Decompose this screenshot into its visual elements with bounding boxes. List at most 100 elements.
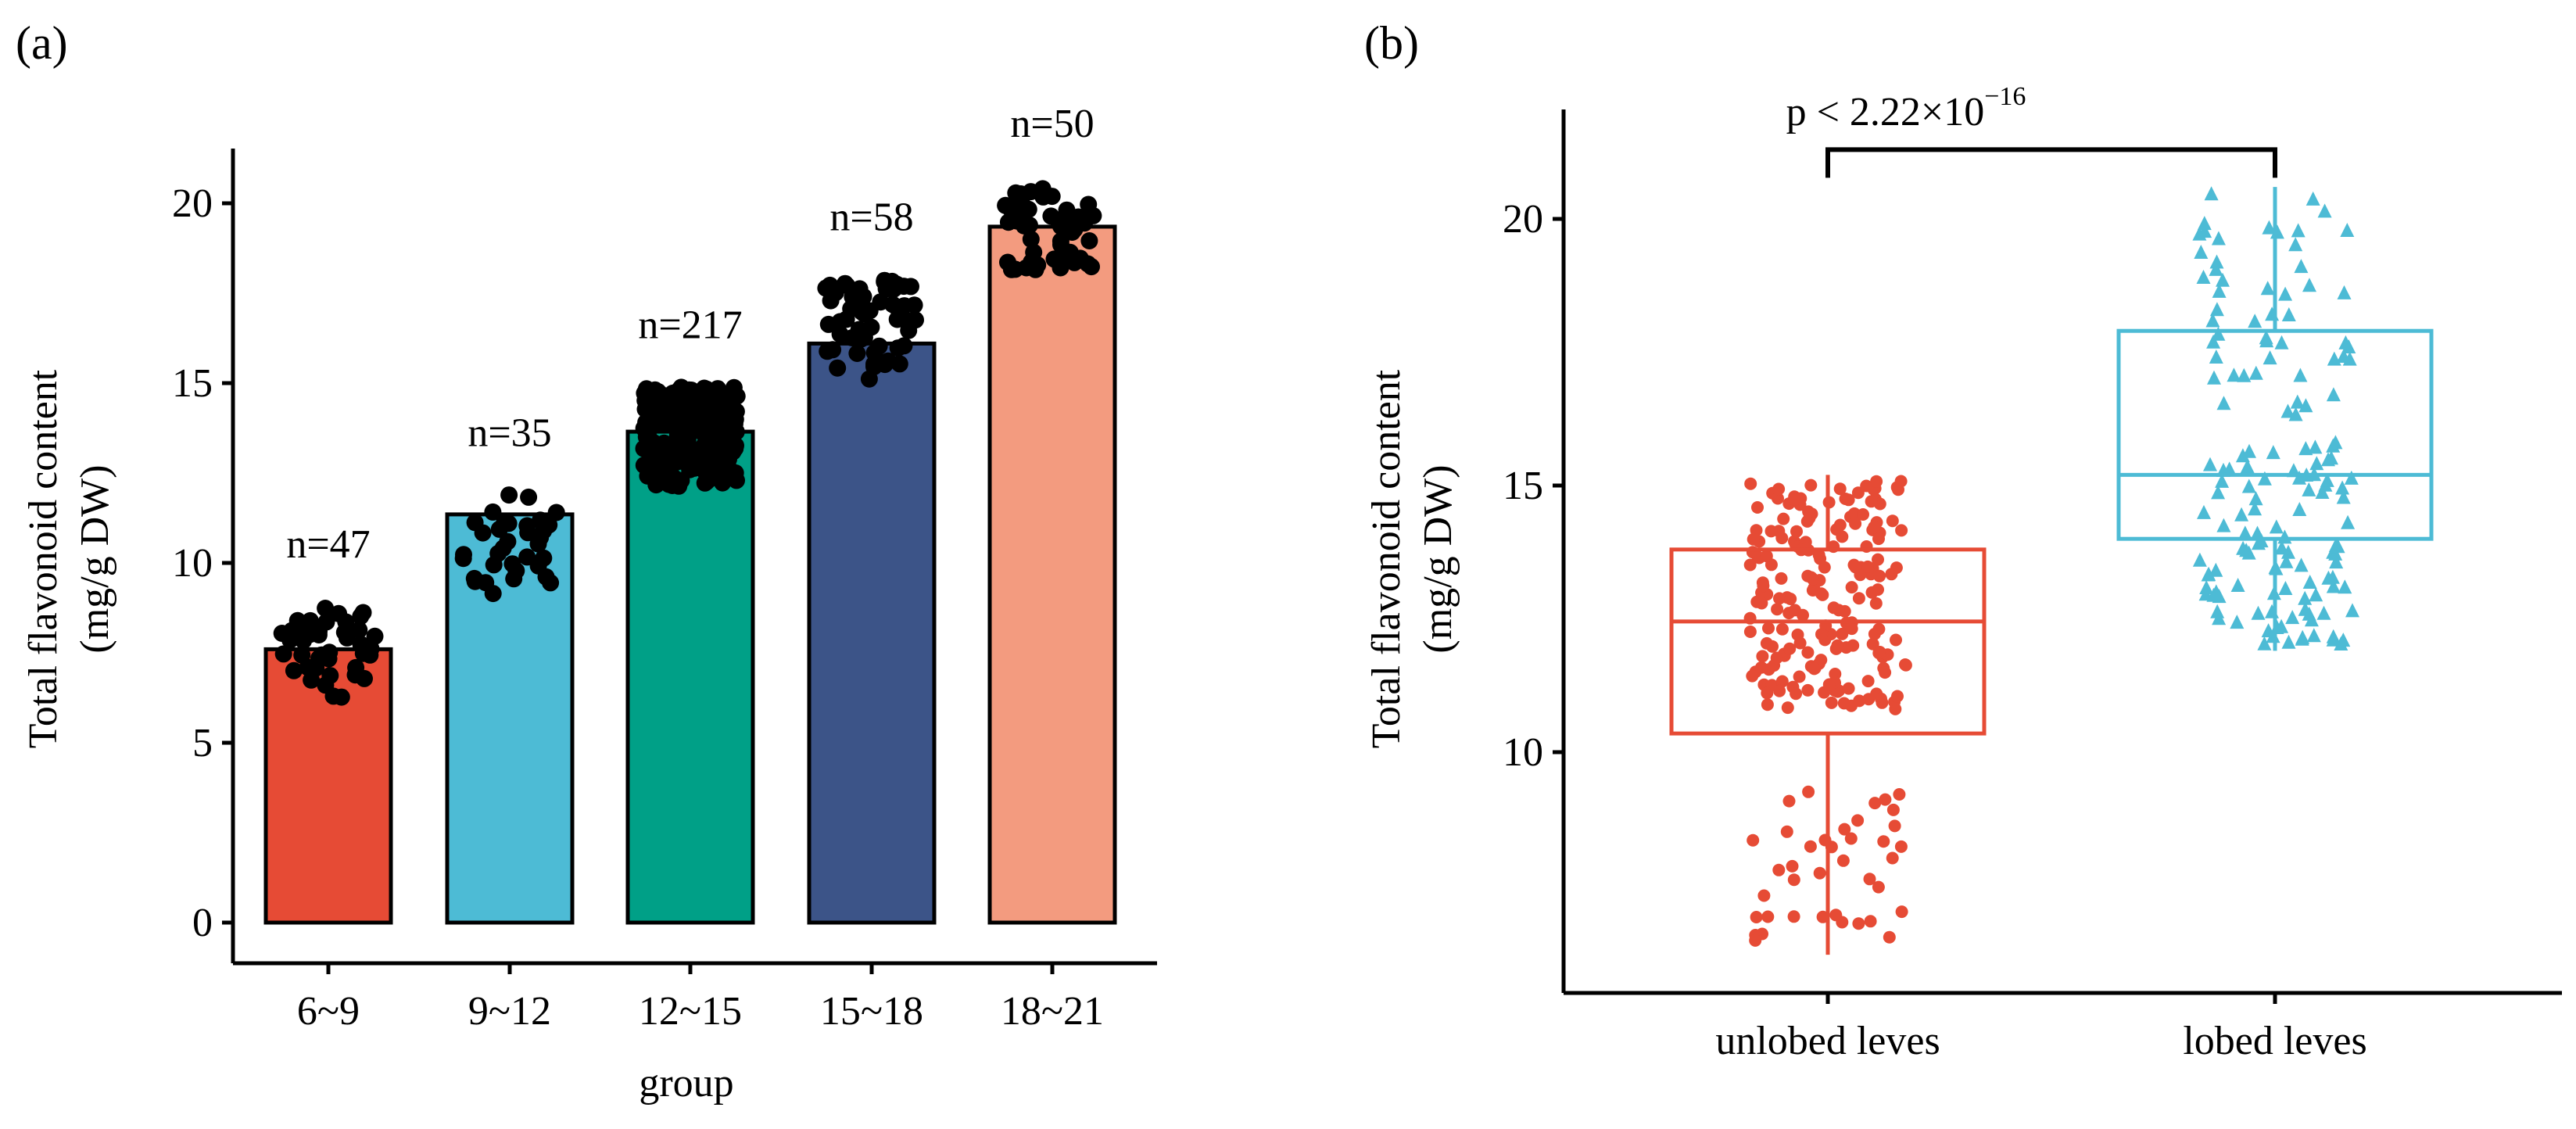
data-point <box>837 274 854 292</box>
data-point <box>1886 803 1900 816</box>
data-point <box>2281 307 2296 321</box>
data-point <box>1772 863 1786 876</box>
data-point <box>2281 634 2296 649</box>
data-point <box>2212 611 2227 625</box>
data-point <box>2274 540 2289 555</box>
data-point <box>829 359 847 377</box>
data-point <box>2278 286 2293 301</box>
data-point <box>455 546 472 564</box>
data-point <box>2205 313 2220 328</box>
data-point <box>1800 514 1814 528</box>
data-point <box>505 570 523 588</box>
data-point <box>1815 654 1828 667</box>
data-point <box>1890 633 1902 647</box>
data-point <box>1886 514 1899 528</box>
data-point <box>337 613 355 631</box>
data-point <box>1760 636 1773 650</box>
data-point <box>636 400 654 418</box>
data-point <box>1872 532 1885 546</box>
data-point <box>2338 579 2352 594</box>
data-point <box>1058 201 1076 219</box>
data-point <box>2262 220 2277 235</box>
data-point <box>2266 445 2280 460</box>
data-point <box>658 445 676 463</box>
data-point <box>1784 593 1797 605</box>
box-lobed <box>2116 328 2434 541</box>
data-point <box>2295 631 2309 646</box>
data-point <box>2294 557 2309 572</box>
y-tick-label: 15 <box>172 361 213 406</box>
data-point <box>1050 252 1068 270</box>
bar-18~21 <box>987 224 1117 925</box>
data-point <box>2329 554 2344 569</box>
data-point <box>1782 794 1796 808</box>
data-point <box>1747 833 1760 847</box>
data-point <box>2237 525 2252 540</box>
data-point <box>1894 840 1908 853</box>
data-point <box>1842 682 1855 695</box>
data-point <box>1842 493 1855 507</box>
data-point <box>668 387 686 404</box>
data-point <box>2192 552 2207 567</box>
data-point <box>1781 701 1794 715</box>
data-point <box>1744 477 1757 490</box>
data-point <box>2227 367 2241 382</box>
data-point <box>999 253 1016 271</box>
data-point <box>2248 365 2263 380</box>
data-point <box>637 418 655 435</box>
data-point <box>1879 666 1892 679</box>
data-point <box>1783 642 1797 655</box>
x-tick-label: 6~9 <box>297 989 360 1034</box>
data-point <box>2204 186 2219 201</box>
data-point <box>1746 669 1759 683</box>
data-point <box>1873 569 1886 582</box>
data-point <box>1743 625 1757 638</box>
data-point <box>2302 575 2317 589</box>
x-tick-label: 15~18 <box>820 989 923 1034</box>
jitter-points-group <box>273 180 1102 706</box>
data-point <box>2209 254 2224 269</box>
data-point <box>2211 485 2226 500</box>
data-point <box>2308 439 2323 454</box>
data-point <box>819 342 837 360</box>
data-point <box>1872 647 1886 660</box>
data-point <box>854 288 872 306</box>
data-point <box>2248 314 2263 328</box>
data-point <box>1836 854 1850 867</box>
significance-annotation: p < 2.22×10−16 <box>1786 82 2277 178</box>
data-point <box>1868 627 1881 640</box>
data-point <box>635 457 653 475</box>
data-point <box>1071 249 1089 267</box>
data-point <box>273 625 291 642</box>
data-point <box>347 658 365 676</box>
data-point <box>1831 685 1844 698</box>
data-point <box>1772 482 1786 496</box>
data-point <box>310 626 328 643</box>
jitter-points-group <box>1743 186 2359 947</box>
data-point <box>1762 622 1775 635</box>
data-point <box>2257 471 2272 486</box>
data-point <box>1016 217 1033 235</box>
data-point <box>1773 592 1786 605</box>
data-point <box>1080 195 1098 213</box>
data-point <box>2206 587 2221 602</box>
data-point <box>1775 675 1789 688</box>
data-point <box>2248 491 2263 506</box>
data-point <box>887 298 905 316</box>
data-point <box>1869 597 1883 610</box>
x-tick-label: lobed leves <box>2183 1019 2366 1063</box>
bar-15~18 <box>807 341 937 925</box>
data-point <box>1813 866 1826 880</box>
data-point <box>817 279 835 297</box>
data-point <box>697 456 715 474</box>
data-point <box>2196 270 2211 284</box>
data-point <box>474 524 492 542</box>
data-point <box>2292 502 2307 516</box>
y-axis-title-line1: Total flavonoid content <box>21 369 66 748</box>
data-point <box>1793 670 1806 683</box>
data-point <box>1760 550 1773 563</box>
data-point <box>285 661 303 679</box>
data-point <box>2291 223 2306 238</box>
data-point <box>1865 495 1878 508</box>
